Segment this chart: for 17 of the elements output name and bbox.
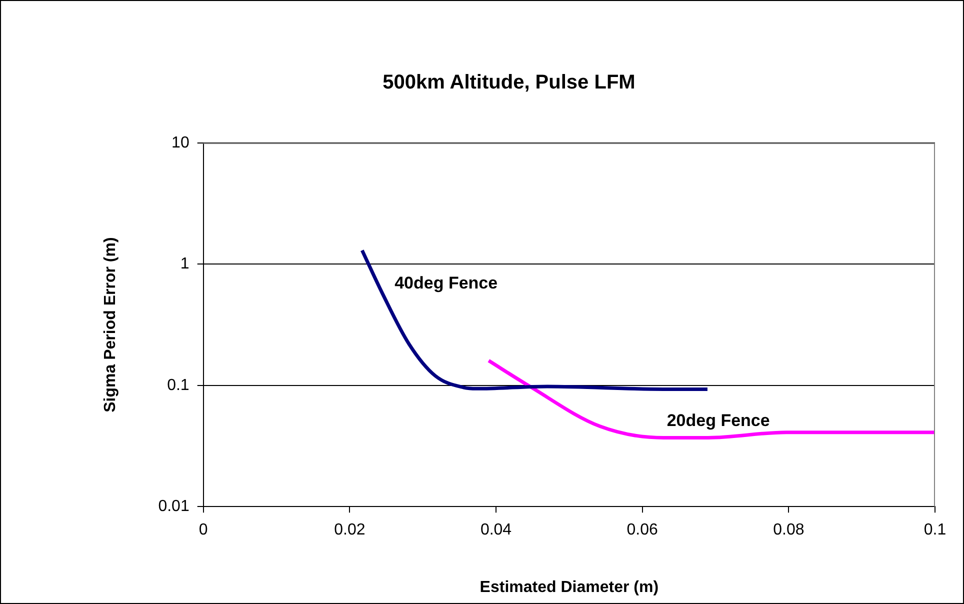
x-tick-label: 0 <box>198 522 208 539</box>
y-tick-label: 10 <box>172 134 190 152</box>
line-series <box>486 358 935 440</box>
x-tick-label: 0.1 <box>924 522 946 539</box>
y-tick-label: 0.01 <box>158 498 190 516</box>
line-series <box>360 248 710 391</box>
x-tick-label: 0.02 <box>334 522 366 539</box>
x-tick-label: 0.06 <box>626 522 658 539</box>
y-tick-label: 0.1 <box>167 376 190 394</box>
x-tick-label: 0.04 <box>480 522 512 539</box>
y-axis-title: Sigma Period Error (m) <box>102 237 120 412</box>
y-tick-label: 1 <box>180 256 190 273</box>
x-axis-title: Estimated Diameter (m) <box>480 578 659 596</box>
chart-title: 500km Altitude, Pulse LFM <box>382 72 636 94</box>
series-label: 40deg Fence <box>394 273 498 292</box>
x-tick-label: 0.08 <box>773 522 804 539</box>
series-label: 20deg Fence <box>666 410 770 430</box>
